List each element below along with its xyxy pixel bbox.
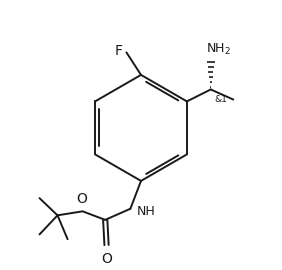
Text: O: O bbox=[76, 191, 87, 205]
Text: &1: &1 bbox=[214, 95, 227, 104]
Text: O: O bbox=[101, 252, 112, 266]
Text: NH$_2$: NH$_2$ bbox=[206, 42, 231, 57]
Text: NH: NH bbox=[137, 205, 156, 218]
Text: F: F bbox=[114, 44, 122, 58]
